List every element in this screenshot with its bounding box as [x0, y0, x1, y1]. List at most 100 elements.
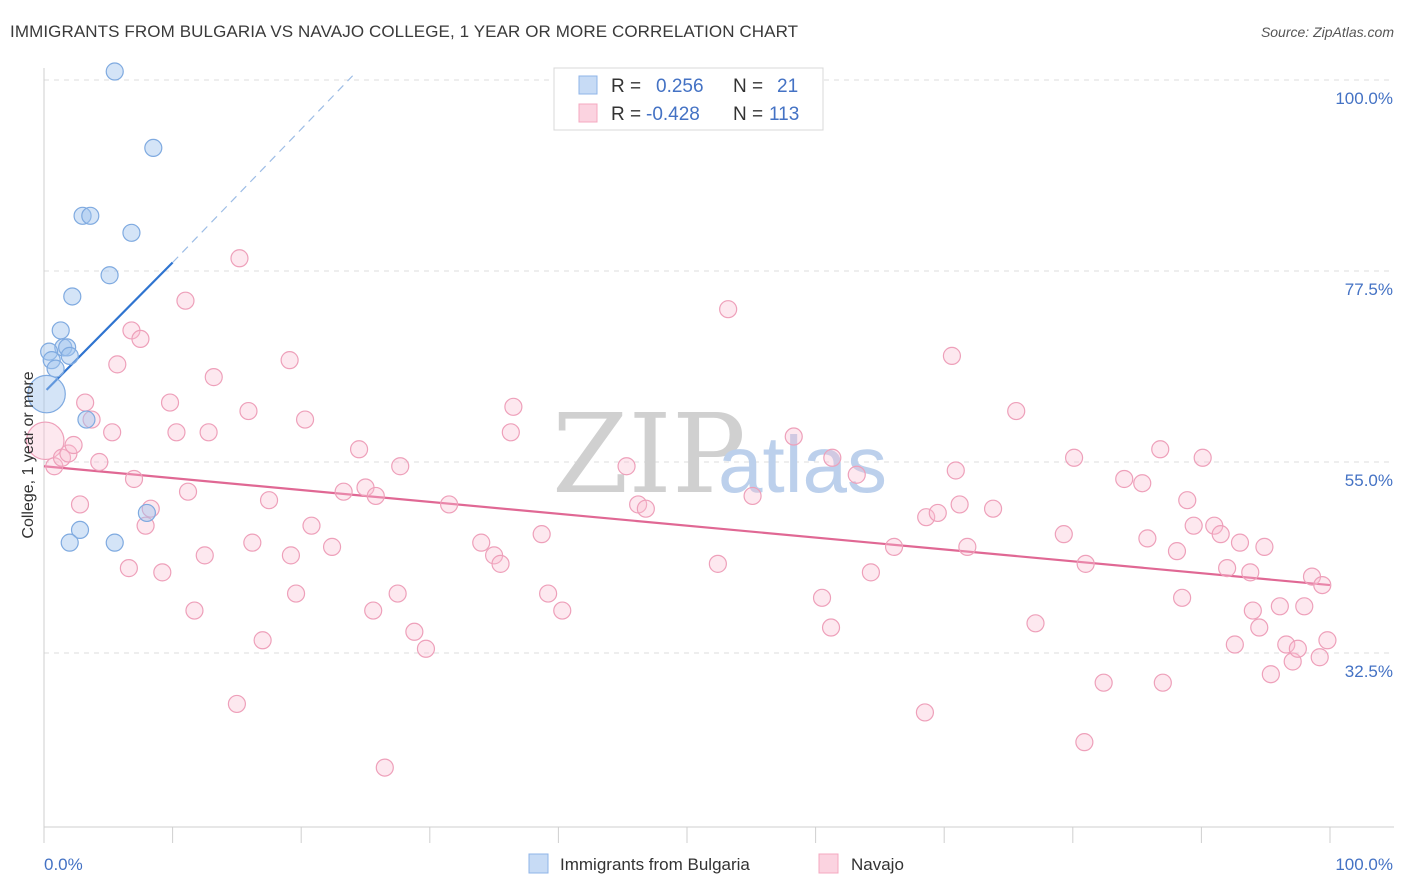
- point-navajo-24: [199, 423, 218, 442]
- point-navajo-53: [504, 397, 523, 416]
- point-navajo-33: [281, 546, 301, 565]
- point-bulgaria-4: [122, 223, 141, 242]
- legend-n-label-1: N =: [733, 76, 763, 97]
- point-navajo-45: [391, 457, 410, 476]
- point-bulgaria-15: [77, 410, 96, 429]
- point-navajo-23: [195, 546, 214, 565]
- point-navajo-38: [334, 482, 353, 501]
- point-navajo-52: [501, 423, 520, 442]
- x-tick-label-left: 0.0%: [44, 855, 83, 874]
- point-navajo-25: [204, 368, 223, 387]
- point-navajo-35: [295, 410, 315, 429]
- point-navajo-30: [253, 631, 272, 650]
- point-bulgaria-2: [73, 206, 92, 225]
- point-navajo-105: [1270, 597, 1289, 616]
- point-bulgaria-10: [60, 346, 79, 365]
- legend-swatch-blue: [578, 75, 598, 95]
- point-navajo-20: [176, 291, 195, 310]
- x-tick-label-right: 100.0%: [1335, 855, 1393, 874]
- point-navajo-99: [1230, 533, 1250, 552]
- point-navajo-68: [861, 563, 880, 582]
- point-navajo-69: [884, 537, 904, 556]
- point-navajo-109: [1295, 597, 1314, 616]
- point-navajo-9: [103, 423, 122, 442]
- point-navajo-59: [636, 499, 655, 518]
- point-navajo-86: [1133, 474, 1152, 493]
- point-navajo-91: [1173, 588, 1192, 607]
- point-navajo-5: [70, 495, 90, 514]
- point-navajo-70: [915, 703, 935, 722]
- y-tick-labels: 100.0% 77.5% 55.0% 32.5%: [1335, 89, 1393, 681]
- point-navajo-21: [178, 482, 198, 501]
- point-navajo-57: [617, 457, 636, 476]
- point-navajo-87: [1138, 529, 1157, 548]
- point-navajo-46: [405, 622, 424, 641]
- point-navajo-78: [1007, 401, 1026, 421]
- point-navajo-48: [439, 495, 459, 514]
- point-bulgaria-7: [51, 321, 70, 340]
- trend-lines: [43, 75, 1331, 587]
- point-bulgaria-1: [144, 138, 163, 158]
- point-navajo-75: [950, 495, 969, 514]
- point-bulgaria-16: [70, 520, 90, 540]
- point-navajo-29: [243, 533, 262, 552]
- legend-r-label-2: R =: [611, 104, 641, 125]
- point-navajo-3: [59, 444, 78, 463]
- point-bulgaria-5: [100, 266, 119, 285]
- point-navajo-44: [388, 584, 407, 603]
- point-navajo-63: [784, 427, 803, 446]
- point-bulgaria-6: [63, 287, 82, 306]
- point-navajo-85: [1115, 469, 1134, 489]
- legend-r-value-1: 0.256: [656, 76, 704, 97]
- y-axis-title: College, 1 year or more: [20, 371, 37, 538]
- point-bulgaria-19: [137, 503, 156, 523]
- y-tick-label-1: 77.5%: [1345, 280, 1393, 299]
- point-navajo-113: [1318, 631, 1337, 650]
- bottom-legend-swatch-pink: [818, 853, 839, 874]
- point-navajo-36: [302, 516, 321, 535]
- series-legend: Immigrants from Bulgaria Navajo: [528, 853, 904, 874]
- point-navajo-106: [1277, 635, 1296, 654]
- trend-line-bulgaria: [45, 261, 174, 391]
- chart-title: IMMIGRANTS FROM BULGARIA VS NAVAJO COLLE…: [10, 22, 799, 41]
- point-navajo-90: [1167, 542, 1187, 561]
- point-navajo-72: [928, 503, 947, 523]
- point-bulgaria-13: [46, 359, 65, 378]
- legend-r-label-1: R =: [611, 76, 641, 97]
- point-navajo-74: [946, 461, 965, 480]
- legend-n-value-1: 21: [777, 76, 798, 97]
- point-navajo-11: [119, 559, 138, 578]
- point-navajo-93: [1184, 516, 1203, 535]
- bottom-legend-swatch-blue: [528, 853, 549, 874]
- bottom-legend-label-pink: Navajo: [851, 855, 904, 874]
- point-navajo-27: [230, 249, 249, 268]
- watermark-zip: ZIP: [552, 390, 746, 518]
- point-navajo-94: [1193, 448, 1212, 467]
- point-navajo-13: [124, 469, 144, 489]
- point-navajo-10: [108, 355, 127, 374]
- point-navajo-41: [364, 601, 383, 620]
- legend-n-label-2: N =: [733, 104, 763, 125]
- point-navajo-18: [160, 393, 180, 412]
- point-navajo-7: [82, 410, 101, 429]
- point-navajo-51: [491, 554, 510, 573]
- point-navajo-39: [349, 440, 369, 459]
- point-navajo-84: [1094, 673, 1113, 692]
- point-navajo-4: [64, 435, 83, 455]
- trend-line-bulgaria-extension: [172, 75, 354, 263]
- point-navajo-103: [1255, 537, 1274, 556]
- point-navajo-56: [553, 601, 572, 620]
- point-navajo-31: [259, 491, 279, 510]
- legend-r-value-2: -0.428: [646, 104, 700, 125]
- point-navajo-55: [539, 584, 558, 603]
- point-navajo-54: [532, 525, 551, 544]
- point-navajo-96: [1211, 525, 1230, 544]
- legend-swatch-pink: [578, 103, 598, 123]
- y-tick-label-0: 100.0%: [1335, 89, 1393, 108]
- point-navajo-101: [1243, 601, 1262, 620]
- point-navajo-28: [239, 401, 258, 421]
- point-navajo-49: [472, 533, 491, 552]
- point-navajo-67: [847, 465, 866, 484]
- point-navajo-81: [1064, 448, 1084, 467]
